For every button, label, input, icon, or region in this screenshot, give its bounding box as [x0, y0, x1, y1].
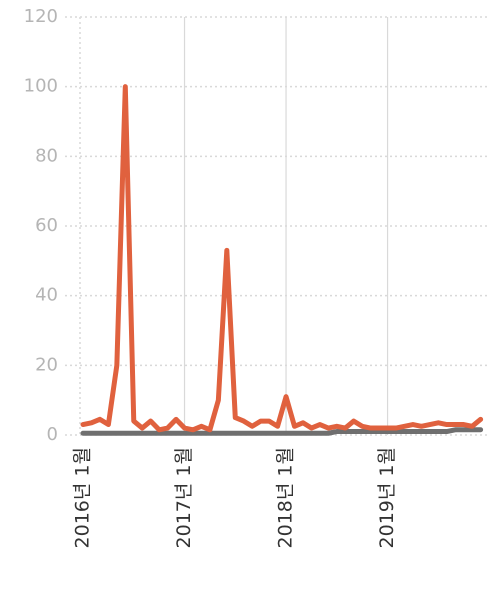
y-tick-label: 40 — [35, 285, 58, 306]
y-tick-label: 100 — [24, 76, 58, 97]
x-tick-label: 2016년 1월 — [72, 447, 94, 548]
series-line — [80, 427, 484, 436]
x-tick-label: 2018년 1월 — [275, 447, 297, 548]
x-tick-label: 2019년 1월 — [376, 447, 398, 548]
x-tick-label: 2017년 1월 — [173, 447, 195, 548]
series-line — [80, 84, 484, 433]
y-tick-label: 80 — [35, 145, 58, 166]
y-tick-label: 20 — [35, 354, 58, 375]
y-tick-label: 120 — [24, 6, 58, 27]
y-tick-label: 0 — [47, 424, 58, 445]
y-tick-label: 60 — [35, 215, 58, 236]
